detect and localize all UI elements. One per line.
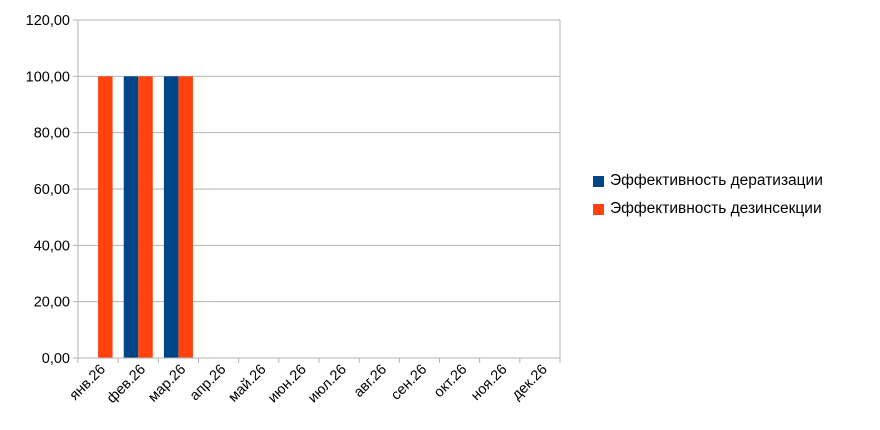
bar-deratization-2 [163,76,179,358]
bar-disinsection-2 [178,76,193,358]
legend: Эффективность дератизации Эффективность … [593,167,823,223]
y-tick-label: 120,00 [26,13,70,29]
y-tick-label: 80,00 [34,126,70,142]
y-tick-label: 60,00 [34,182,70,198]
x-tick-label: окт.26 [431,362,470,401]
bar-deratization-1 [123,76,139,358]
x-tick-label: фев.26 [104,362,149,407]
x-tick-label: ноя.26 [468,362,510,404]
x-tick-label: май.26 [226,362,270,406]
y-tick-label: 100,00 [26,69,70,85]
legend-item-deratization: Эффективность дератизации [593,167,823,195]
x-tick-labels: янв.26фев.26мар.26апр.26май.26июн.26июл.… [67,362,551,407]
y-tick-label: 0,00 [42,351,70,367]
x-tick-label: мар.26 [145,362,189,406]
legend-swatch-deratization [593,175,604,187]
x-tick-label: авг.26 [351,362,390,401]
legend-label-disinsection: Эффективность дезинсекции [610,200,822,217]
bar-disinsection-0 [98,76,113,358]
x-tick-label: сен.26 [388,362,430,404]
x-tick-label: июл.26 [305,362,350,407]
legend-label-deratization: Эффективность дератизации [610,172,823,189]
axes [73,19,561,363]
legend-swatch-disinsection [593,203,604,215]
y-tick-label: 40,00 [34,238,70,254]
x-tick-label: янв.26 [67,362,109,404]
x-tick-label: апр.26 [187,362,230,405]
x-tick-label: дек.26 [509,362,551,404]
y-tick-label: 20,00 [34,295,70,311]
legend-item-disinsection: Эффективность дезинсекции [593,195,823,223]
bar-disinsection-1 [138,76,153,358]
bars [98,76,193,358]
y-tick-labels: 0,00 20,00 40,00 60,00 80,00 100,00 120,00 [26,13,70,367]
gridlines [78,19,560,303]
x-tick-label: июн.26 [265,362,310,407]
